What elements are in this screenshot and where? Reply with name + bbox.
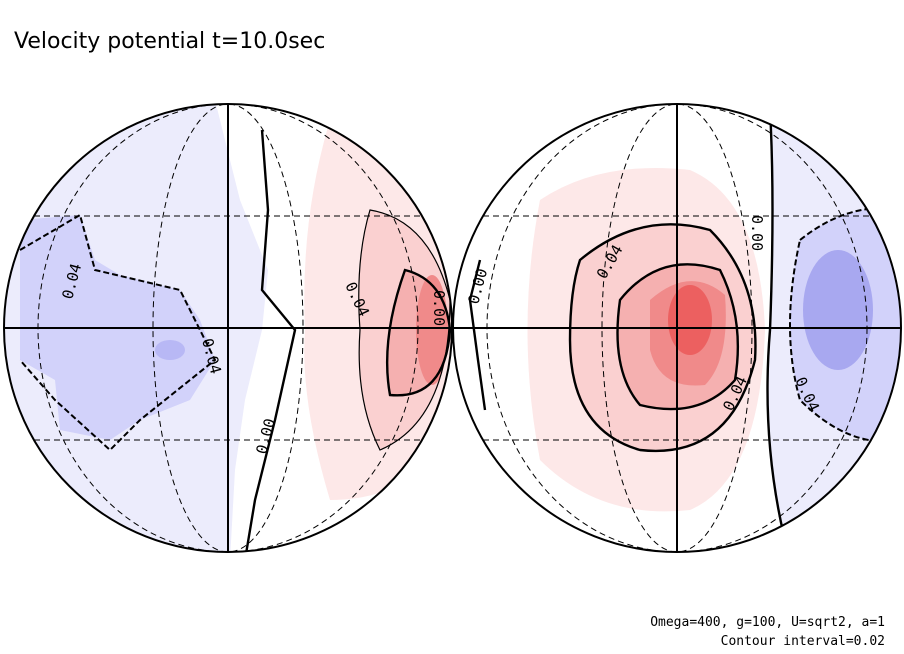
contour: [19, 213, 217, 452]
contour: [766, 109, 792, 552]
contour: [243, 129, 297, 552]
left-globe: [4, 104, 452, 552]
footer-params: Omega=400, g=100, U=sqrt2, a=1: [650, 615, 885, 630]
contour: [385, 268, 452, 397]
positive-region: [668, 285, 712, 355]
positive-region: [416, 275, 448, 385]
contour-label: 0.00: [430, 290, 448, 326]
contour-label: 0.00: [748, 215, 766, 251]
contour: [568, 223, 757, 453]
contour: [358, 209, 451, 451]
contour: [468, 259, 487, 411]
globe-outline: [452, 103, 902, 553]
negative-region: [803, 250, 873, 370]
footer-interval: Contour interval=0.02: [721, 634, 885, 649]
contour: [616, 263, 740, 411]
negative-region: [155, 340, 185, 360]
title: Velocity potential t=10.0sec: [14, 29, 325, 54]
